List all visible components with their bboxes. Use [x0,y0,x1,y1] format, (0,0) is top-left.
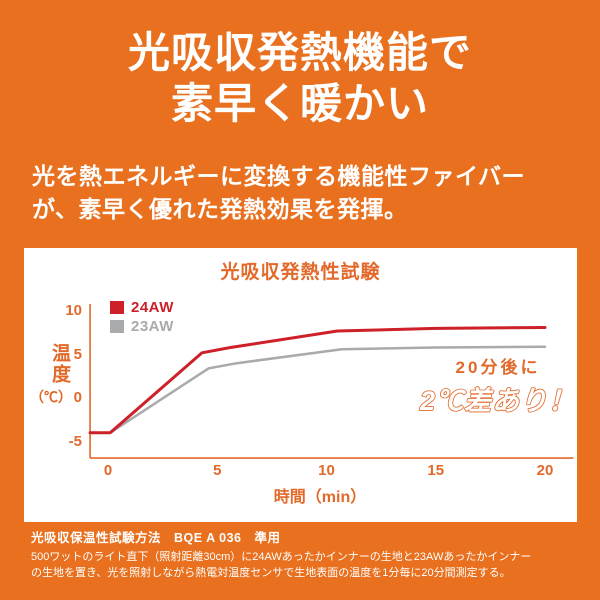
legend-item-24AW: 24AW [110,298,174,317]
chart-card: 光吸収発熱性試験 24AW 23AW 温度 （℃） 10 5 0 -5 0 5 10 15 20… [24,248,577,522]
hero-subtitle: 光を熱エネルギーに変換する機能性ファイバー が、素早く優れた発熱効果を発揮。 [32,160,525,226]
series-line-24AW [88,326,547,435]
y-tick-label: 0 [73,389,82,406]
hero-subtitle-line2: が、素早く優れた発熱効果を発揮。 [32,196,408,222]
hero-subtitle-line1: 光を熱エネルギーに変換する機能性ファイバー [32,163,526,189]
x-tick-label: 20 [536,462,554,479]
chart-annotation: 20分後に 2℃差あり！ [412,353,584,421]
x-tick-label: 10 [318,462,335,479]
footnote: 光吸収保温性試験方法 BQE A 036 準用 500ワットのライト直下（照射距… [31,527,531,581]
annotation-line1: 20分後に [455,358,541,377]
x-tick-label: 15 [427,462,445,479]
legend-label: 23AW [131,317,174,335]
footnote-method: 光吸収保温性試験方法 BQE A 036 準用 [31,531,281,545]
line-chart [88,304,574,459]
y-axis-unit: （℃） [30,389,72,405]
hero-title-line1: 光吸収発熱機能で [127,29,472,76]
y-axis-label: 温度 [49,343,70,385]
legend-label: 24AW [131,298,174,316]
x-tick-label: 0 [103,462,113,479]
legend-item-23AW: 23AW [110,317,174,336]
chart-title: 光吸収発熱性試験 [220,262,381,283]
annotation-outline-text-box: 2℃差あり！ [418,385,576,417]
footnote-detail-line1: 500ワットのライト直下（照射距離30cm）に24AWあったかインナーの生地と2… [31,551,532,563]
x-tick-label: 5 [213,462,222,479]
y-tick-label: 10 [65,302,82,319]
y-tick-label: -5 [68,432,82,450]
hero-title-line2: 素早く暖かい [170,80,429,127]
x-axis-label: 時間（min） [273,489,367,506]
legend-swatch-icon [110,320,124,333]
annotation-line2: 2℃差あり！ [419,386,576,416]
footnote-detail-line2: の生地を置き、光を照射しながら熱電対温度センサで生地表面の温度を1分毎に20分間… [31,566,511,579]
legend-swatch-icon [110,301,124,314]
hero-title: 光吸収発熱機能で 素早く暖かい [0,27,600,129]
chart-legend: 24AW 23AW [110,298,174,336]
y-tick-label: 5 [73,345,82,363]
